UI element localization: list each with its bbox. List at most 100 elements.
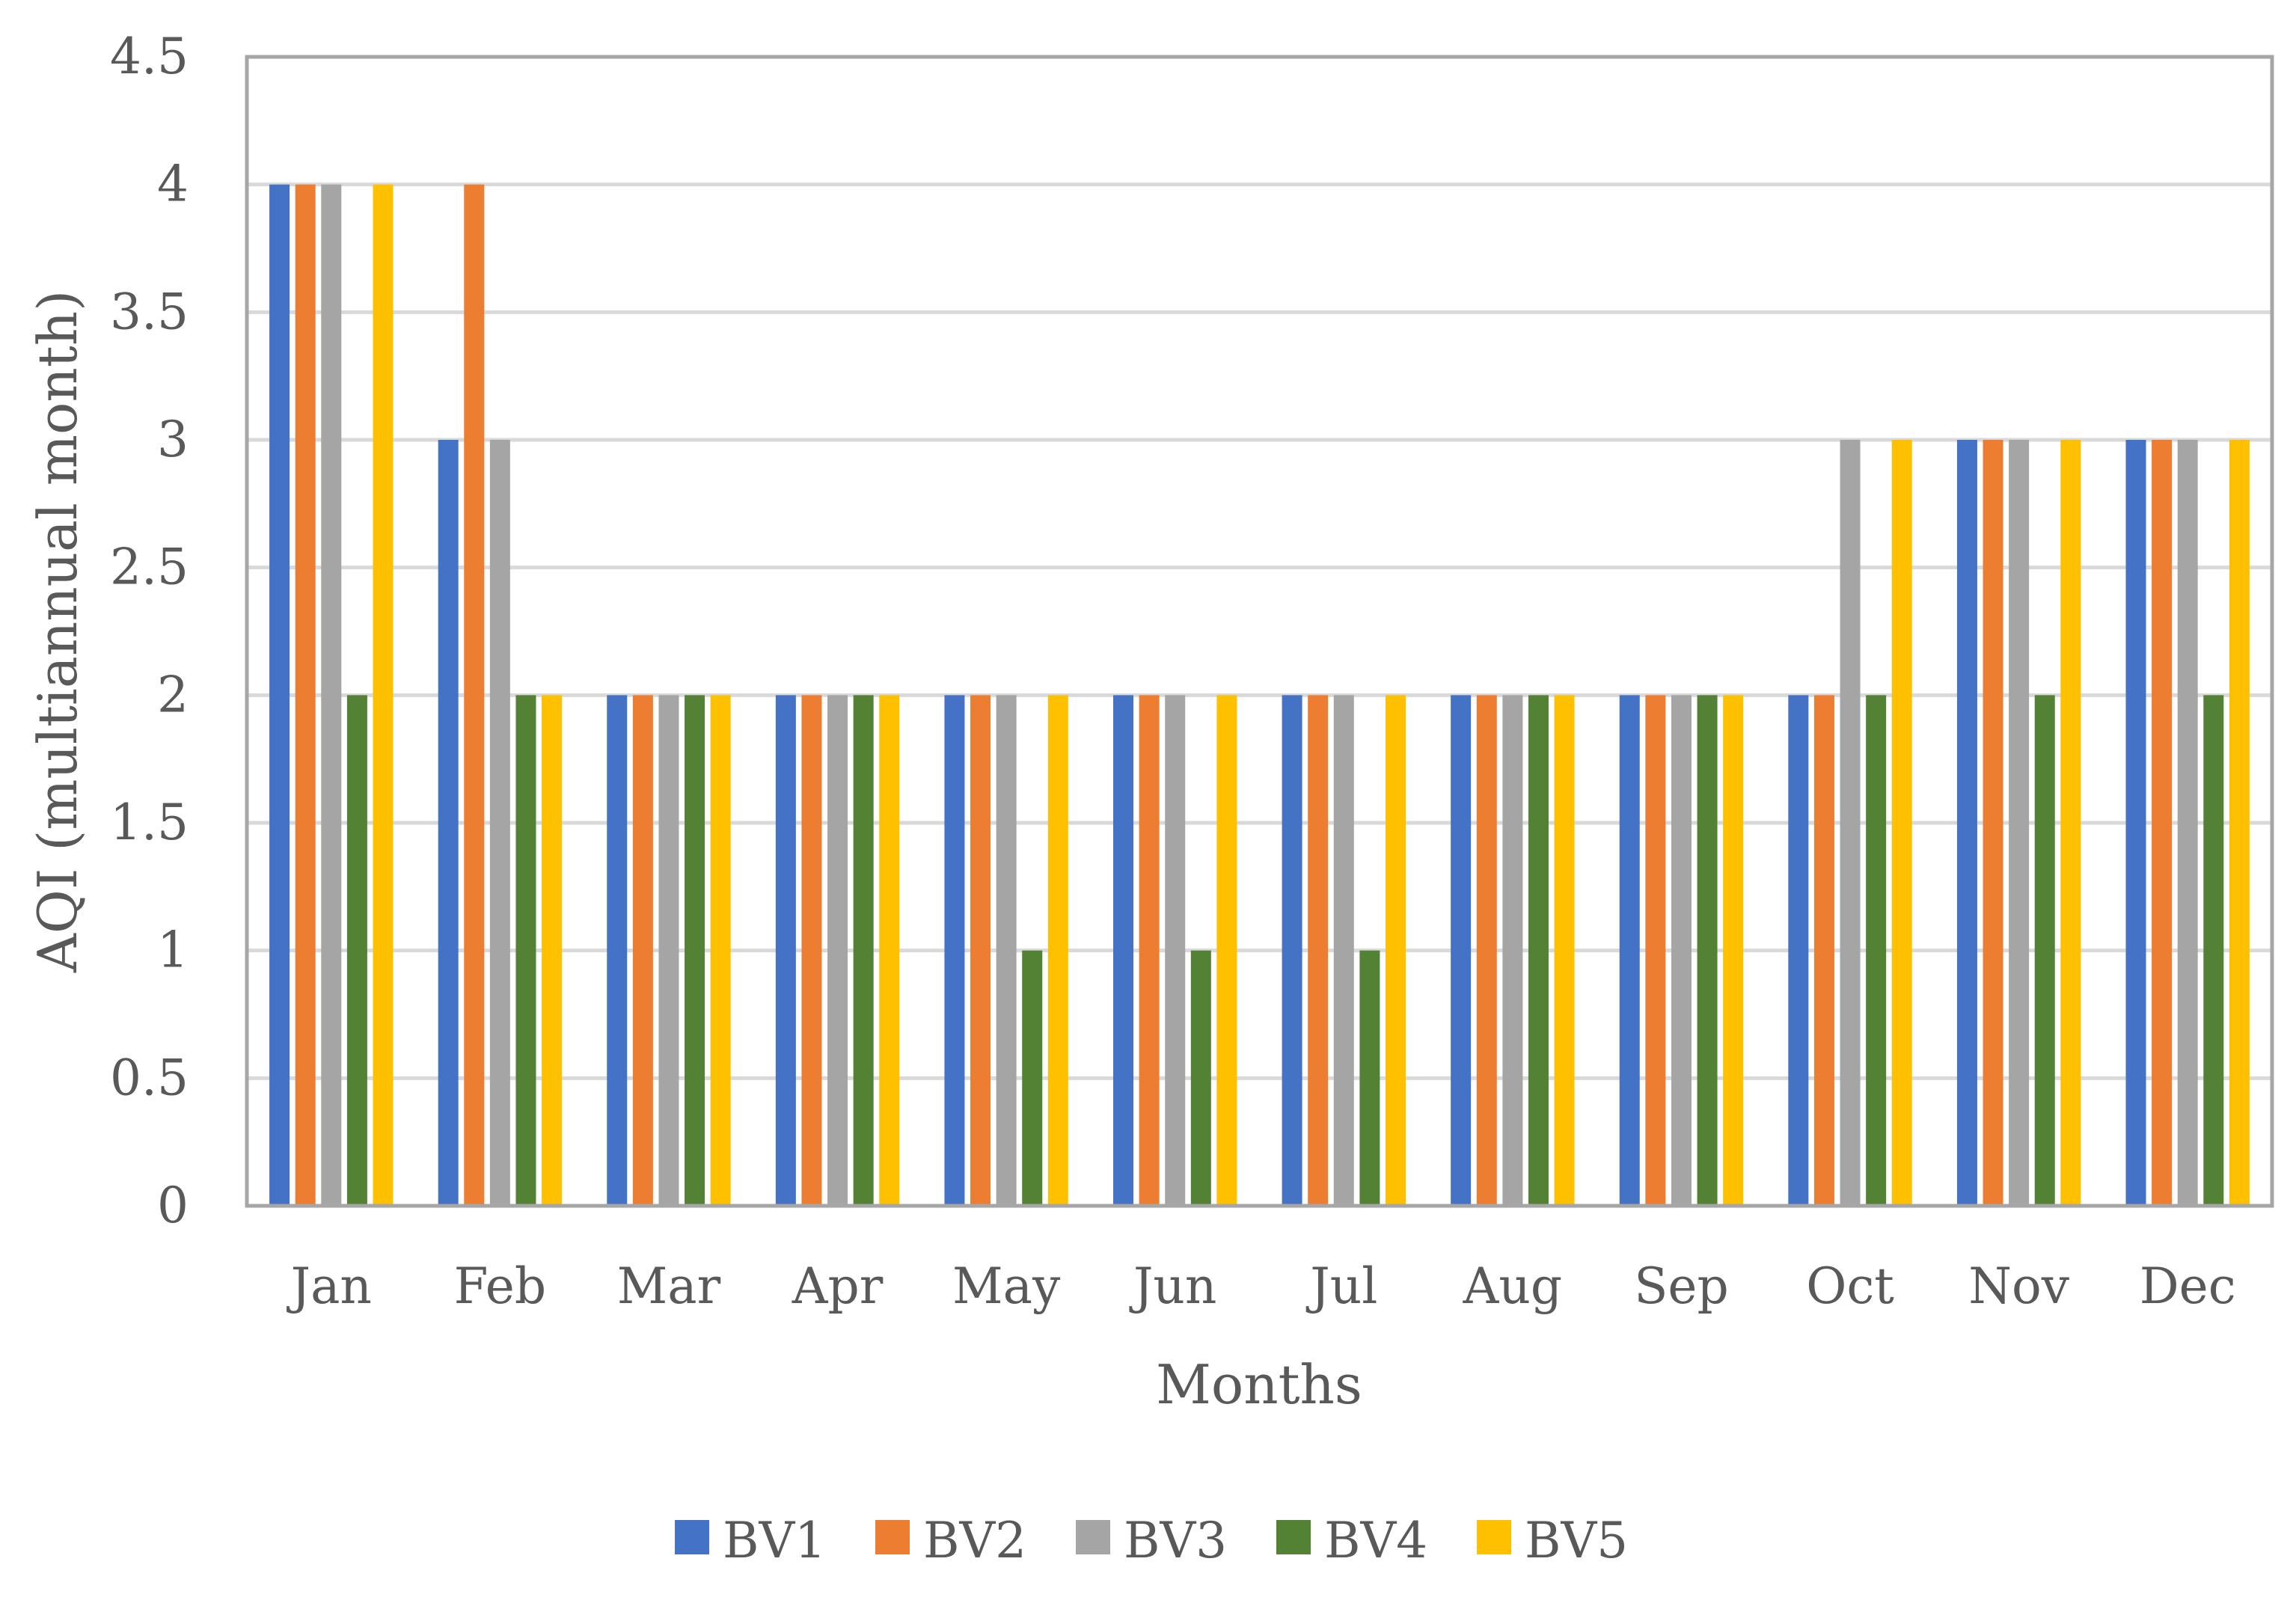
bar-bv3-jan [321, 184, 342, 1207]
x-tick-label: Apr [792, 1257, 884, 1315]
bar-bv2-oct [1813, 695, 1834, 1206]
bar-bv3-apr [827, 695, 848, 1206]
y-tick-label: 1.5 [110, 794, 189, 851]
y-tick-label: 3 [157, 411, 189, 468]
bar-bv3-sep [1671, 695, 1692, 1206]
x-tick-label: Jul [1305, 1257, 1377, 1315]
bar-bv2-jul [1308, 695, 1329, 1206]
bar-bv5-feb [542, 695, 563, 1206]
bar-bv5-jun [1216, 695, 1237, 1206]
bar-bv3-mar [658, 695, 679, 1206]
bar-bv3-nov [2009, 440, 2030, 1206]
bar-bv2-apr [801, 695, 822, 1206]
bar-bv4-jan [346, 695, 367, 1206]
legend-swatch-bv4 [1276, 1520, 1311, 1554]
legend-swatch-bv2 [875, 1520, 910, 1554]
bar-bv4-jun [1190, 950, 1211, 1206]
bar-bv3-dec [2177, 440, 2198, 1206]
x-axis-title: Months [1156, 1353, 1362, 1416]
bar-bv5-may [1047, 695, 1068, 1206]
legend-label-bv2: BV2 [923, 1512, 1026, 1569]
bar-bv4-nov [2034, 695, 2055, 1206]
legend-swatch-bv5 [1477, 1520, 1511, 1554]
y-tick-label: 1 [157, 922, 189, 979]
bar-bv4-oct [1866, 695, 1887, 1206]
bar-bv5-jul [1385, 695, 1406, 1206]
bar-bv4-aug [1528, 695, 1549, 1206]
bar-bv2-jun [1139, 695, 1160, 1206]
y-tick-label: 4.5 [110, 28, 189, 85]
bar-bv3-jul [1333, 695, 1354, 1206]
legend-label-bv4: BV4 [1324, 1512, 1427, 1569]
bar-bv4-sep [1697, 695, 1718, 1206]
bar-bv3-feb [489, 440, 510, 1206]
bars [269, 184, 2250, 1207]
x-tick-label: Jan [287, 1257, 372, 1315]
bar-bv3-oct [1840, 440, 1861, 1206]
bar-bv2-dec [2152, 440, 2173, 1206]
bar-bv4-jul [1359, 950, 1380, 1206]
bar-bv1-may [944, 695, 965, 1206]
x-tick-label: May [952, 1257, 1061, 1315]
legend-label-bv5: BV5 [1525, 1512, 1628, 1569]
bar-bv3-may [996, 695, 1017, 1206]
legend-swatch-bv1 [675, 1520, 709, 1554]
y-tick-label: 0 [157, 1177, 189, 1234]
bar-bv1-dec [2125, 440, 2146, 1206]
bar-bv5-sep [1723, 695, 1744, 1206]
x-tick-label: Sep [1634, 1257, 1729, 1315]
bar-bv2-mar [632, 695, 653, 1206]
bar-bv2-sep [1645, 695, 1666, 1206]
bar-bv1-jan [269, 184, 290, 1207]
bar-bv5-jan [373, 184, 394, 1207]
gridlines [247, 183, 2272, 1080]
bar-bv1-feb [438, 440, 459, 1206]
bar-bv1-jul [1282, 695, 1302, 1206]
x-tick-label: Mar [617, 1257, 721, 1315]
y-tick-label: 0.5 [110, 1049, 189, 1106]
y-tick-label: 2 [157, 666, 189, 723]
bar-bv4-mar [685, 695, 705, 1206]
y-axis-title: AQI (multiannual month) [26, 290, 89, 973]
x-tick-label: Feb [454, 1257, 547, 1315]
bar-bv2-nov [1983, 440, 2003, 1206]
x-tick-label: Aug [1463, 1257, 1562, 1315]
legend-label-bv1: BV1 [723, 1512, 826, 1569]
bar-bv2-may [970, 695, 991, 1206]
bar-bv5-dec [2229, 440, 2250, 1206]
bar-bv4-may [1022, 950, 1043, 1206]
bar-bv1-mar [607, 695, 628, 1206]
bar-bv3-aug [1502, 695, 1523, 1206]
bar-bv2-feb [464, 184, 485, 1207]
legend-label-bv3: BV3 [1124, 1512, 1227, 1569]
bar-bv5-aug [1554, 695, 1575, 1206]
bar-bv1-oct [1788, 695, 1809, 1206]
y-tick-label: 4 [157, 156, 189, 213]
bar-bv5-nov [2060, 440, 2081, 1206]
x-tick-label: Oct [1806, 1257, 1894, 1315]
x-tick-label: Jun [1129, 1257, 1216, 1315]
bar-bv4-apr [853, 695, 874, 1206]
bar-bv5-mar [710, 695, 731, 1206]
bar-bv4-dec [2203, 695, 2224, 1206]
legend-swatch-bv3 [1076, 1520, 1110, 1554]
x-axis-ticks: Jan Feb Mar Apr May Jun Jul Aug Sep Oct Nov Dec [287, 1257, 2236, 1315]
bar-bv2-aug [1476, 695, 1497, 1206]
y-tick-label: 3.5 [110, 283, 189, 340]
x-tick-label: Nov [1968, 1257, 2069, 1315]
y-axis-ticks: 0 0.5 1 1.5 2 2.5 3 3.5 4 4.5 [110, 28, 189, 1234]
bar-bv4-feb [515, 695, 536, 1206]
bar-bv1-aug [1451, 695, 1472, 1206]
bar-bv2-jan [295, 184, 316, 1207]
y-tick-label: 2.5 [110, 539, 189, 596]
bar-bv1-apr [775, 695, 796, 1206]
plot-area-frame [245, 55, 2274, 1208]
bar-bv1-nov [1956, 440, 1977, 1206]
bar-bv5-oct [1891, 440, 1912, 1206]
bar-bv1-sep [1619, 695, 1640, 1206]
bar-bv3-jun [1165, 695, 1186, 1206]
x-tick-label: Dec [2140, 1257, 2236, 1315]
bar-bv5-apr [879, 695, 900, 1206]
